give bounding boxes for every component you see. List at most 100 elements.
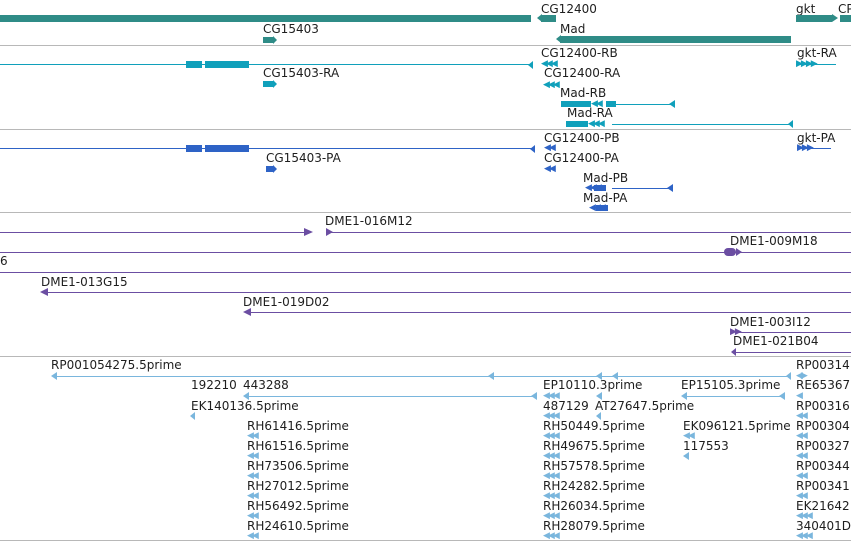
transcript-label-mad-rb[interactable]: Mad-RB: [560, 86, 607, 100]
transcript-label-cg12400-ra[interactable]: CG12400-RA: [544, 66, 621, 80]
protein-label-cg15403-pa[interactable]: CG15403-PA: [266, 151, 341, 165]
clone-line-003i12[interactable]: [736, 332, 851, 333]
clone-line-1[interactable]: [0, 232, 310, 233]
transcript-exon-2: [205, 61, 249, 68]
est-glyph: ◀◀◀: [796, 511, 813, 521]
est-label[interactable]: RP00344: [796, 459, 850, 473]
protein-label-mad-pa[interactable]: Mad-PA: [583, 191, 628, 205]
est-label[interactable]: RP00316: [796, 399, 850, 413]
transcript-mad-rb-exon[interactable]: [561, 101, 591, 107]
est-glyph: ◀◀: [796, 451, 808, 461]
est-label[interactable]: RP001054275.5prime: [51, 358, 182, 372]
clone-line-016m12[interactable]: [326, 232, 851, 233]
gene-track: CG12400 CP gkt CG15403 Mad: [0, 0, 851, 44]
est-glyph: ◀◀◀: [543, 491, 560, 501]
protein-cg12400-pa-glyph[interactable]: ◀◀: [544, 164, 556, 174]
est-label[interactable]: RH50449.5prime: [543, 419, 645, 433]
est-line[interactable]: [685, 396, 785, 397]
protein-mad-pb-glyph[interactable]: ◀◀◀: [585, 183, 602, 193]
gene-bar-cp[interactable]: [840, 15, 851, 22]
clone-label-003i12[interactable]: DME1-003I12: [730, 315, 811, 329]
est-label[interactable]: 117553: [683, 439, 729, 453]
est-label[interactable]: RH57578.5prime: [543, 459, 645, 473]
clone-line-019d02[interactable]: [247, 312, 851, 313]
est-label[interactable]: EP10110.3prime: [543, 378, 643, 392]
est-label[interactable]: RH27012.5prime: [247, 479, 349, 493]
transcript-cg15403-ra-arrow: [273, 80, 277, 88]
clone-label-019d02[interactable]: DME1-019D02: [243, 295, 330, 309]
gene-label-cp[interactable]: CP: [838, 2, 851, 16]
clone-label-6[interactable]: 6: [0, 254, 8, 268]
est-label[interactable]: RP00341: [796, 479, 850, 493]
est-label[interactable]: AT27647.5prime: [595, 399, 695, 413]
clone-line-013g15[interactable]: [44, 292, 851, 293]
est-label[interactable]: EK21642: [796, 499, 850, 513]
est-label[interactable]: RH73506.5prime: [247, 459, 349, 473]
est-line[interactable]: [55, 376, 791, 377]
est-glyph: ◀◀◀: [543, 531, 560, 541]
est-label[interactable]: RH49675.5prime: [543, 439, 645, 453]
est-label[interactable]: RH28079.5prime: [543, 519, 645, 533]
clone-line-021b04[interactable]: [733, 352, 851, 353]
transcript-cg12400-ra-glyph[interactable]: ◀◀◀: [543, 80, 560, 90]
est-line[interactable]: [247, 396, 537, 397]
protein-line-cg15403-pa[interactable]: [0, 148, 535, 149]
protein-label-mad-pb[interactable]: Mad-PB: [583, 171, 629, 185]
est-arrow: [243, 392, 249, 400]
clone-label-021b04[interactable]: DME1-021B04: [733, 334, 819, 348]
protein-label-cg12400-pb[interactable]: CG12400-PB: [544, 131, 620, 145]
est-label[interactable]: RH61416.5prime: [247, 419, 349, 433]
gene-bar-gkt[interactable]: [796, 15, 832, 22]
transcript-label-gkt-ra[interactable]: gkt-RA: [797, 46, 837, 60]
est-label[interactable]: EK096121.5prime: [683, 419, 791, 433]
est-label[interactable]: RE65367: [796, 378, 851, 392]
est-label[interactable]: RH24610.5prime: [247, 519, 349, 533]
clone-label-016m12[interactable]: DME1-016M12: [325, 214, 413, 228]
gene-label-cg15403[interactable]: CG15403: [263, 22, 319, 36]
gene-label-cg12400[interactable]: CG12400: [541, 2, 597, 16]
transcript-label-cg15403-ra[interactable]: CG15403-RA: [263, 66, 340, 80]
transcript-gkt-ra-line: [796, 64, 836, 65]
clone-009m18-arrow: [736, 248, 742, 256]
est-label[interactable]: 192210: [191, 378, 237, 392]
transcript-cg12400-rb-glyph[interactable]: ◀◀◀: [541, 59, 558, 69]
transcript-label-mad-ra[interactable]: Mad-RA: [567, 106, 613, 120]
est-label[interactable]: 487129: [543, 399, 589, 413]
protein-label-gkt-pa[interactable]: gkt-PA: [797, 131, 836, 145]
transcript-mad-ra-exon[interactable]: [566, 121, 588, 127]
est-label[interactable]: EK140136.5prime: [191, 399, 299, 413]
gene-bar-cg12400[interactable]: [541, 15, 556, 22]
track-separator: [0, 212, 851, 213]
est-label[interactable]: 443288: [243, 378, 289, 392]
gene-bar-left[interactable]: [0, 15, 531, 22]
est-label[interactable]: 340401D: [796, 519, 851, 533]
gene-bar-mad[interactable]: [560, 36, 791, 43]
est-glyph: ◀◀◀: [796, 531, 813, 541]
est-label[interactable]: RH61516.5prime: [247, 439, 349, 453]
est-arrow: [190, 412, 195, 420]
est-label[interactable]: RP00327: [796, 439, 850, 453]
gene-label-mad[interactable]: Mad: [560, 22, 586, 36]
est-label[interactable]: EP15105.3prime: [681, 378, 781, 392]
est-label[interactable]: RH56492.5prime: [247, 499, 349, 513]
clone-line-3[interactable]: [0, 272, 851, 273]
clone-label-009m18[interactable]: DME1-009M18: [730, 234, 818, 248]
est-arrow: [786, 372, 791, 380]
est-glyph: ◀◀◀: [543, 451, 560, 461]
protein-cg12400-pb-glyph[interactable]: ◀◀: [544, 143, 556, 153]
transcript-label-cg12400-rb[interactable]: CG12400-RB: [541, 46, 618, 60]
est-label[interactable]: RP00304: [796, 419, 850, 433]
clone-label-013g15[interactable]: DME1-013G15: [41, 275, 128, 289]
protein-label-cg12400-pa[interactable]: CG12400-PA: [544, 151, 619, 165]
est-label[interactable]: RH26034.5prime: [543, 499, 645, 513]
protein-mad-pb-arrow: [667, 184, 673, 192]
transcript-cg15403-ra-exon[interactable]: [263, 81, 273, 87]
est-label[interactable]: RP00314: [796, 358, 850, 372]
transcript-line-cg15403-ra[interactable]: [0, 64, 532, 65]
est-label[interactable]: RH24282.5prime: [543, 479, 645, 493]
gene-label-gkt[interactable]: gkt: [796, 2, 816, 16]
gene-bar-cg15403[interactable]: [263, 37, 273, 43]
clone-line-2[interactable]: [0, 252, 851, 253]
est-arrow: [779, 392, 785, 400]
protein-cg15403-pa-exon[interactable]: [266, 166, 273, 172]
